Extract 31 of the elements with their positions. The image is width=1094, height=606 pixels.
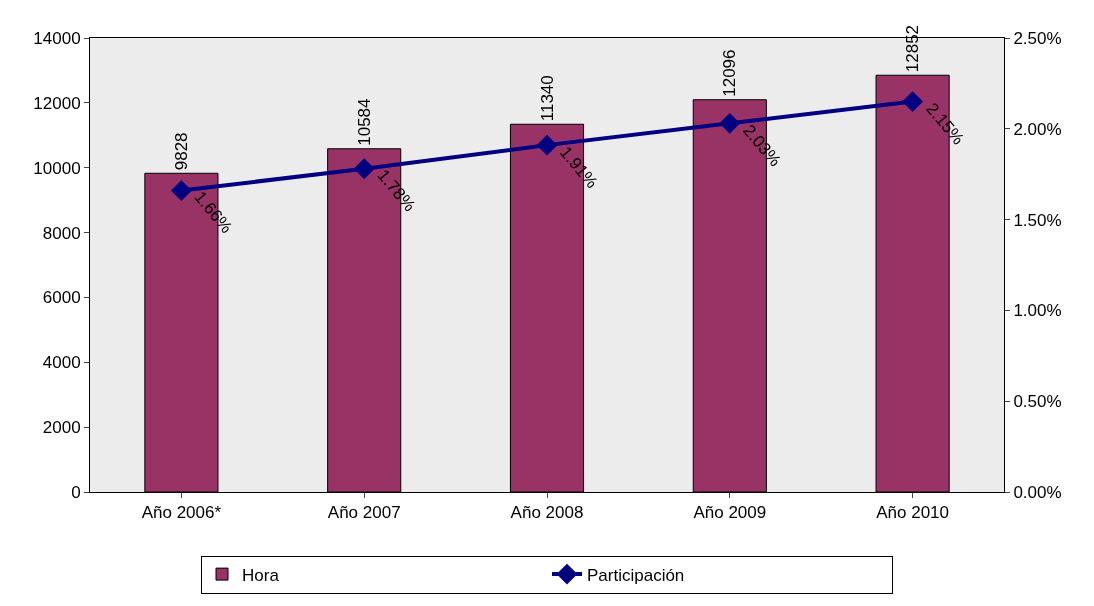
y-tick-label: 0 <box>71 482 81 502</box>
point <box>902 91 923 112</box>
x-tick-label: Año 2009 <box>693 503 767 523</box>
data-label: 11340 <box>537 75 557 122</box>
y2-tick-label: 0.00% <box>1013 482 1062 502</box>
x-tick-label: Año 2008 <box>510 503 584 523</box>
y2-tick-label: 0.50% <box>1013 392 1062 412</box>
y2-tick-label: 2.50% <box>1013 28 1062 48</box>
point <box>353 158 375 180</box>
y-tick-label: 10000 <box>33 158 81 178</box>
y2-tick-label: 2.00% <box>1013 119 1062 139</box>
x-tick-label: Año 2007 <box>327 503 401 523</box>
y-tick-label: 4000 <box>42 353 81 373</box>
legend-label: Participación <box>587 565 685 585</box>
y-tick-label: 12000 <box>33 93 81 113</box>
point <box>171 180 192 201</box>
legend-label: Hora <box>242 565 280 585</box>
y2-tick-label: 1.50% <box>1013 210 1062 230</box>
data-label: 9828 <box>171 132 191 171</box>
data-label: 12096 <box>720 49 740 97</box>
y-tick-label: 8000 <box>42 223 81 243</box>
data-label: 12852 <box>903 24 923 73</box>
y-tick-label: 2000 <box>42 418 81 438</box>
y-tick-label: 14000 <box>33 28 81 48</box>
x-tick-label: Año 2006* <box>141 503 222 523</box>
x-tick-label: Año 2010 <box>876 503 949 523</box>
point <box>536 134 558 156</box>
data-label: 10584 <box>354 98 374 146</box>
y2-tick-label: 1.00% <box>1013 301 1062 321</box>
y-tick-label: 6000 <box>42 288 81 308</box>
point <box>719 112 741 134</box>
